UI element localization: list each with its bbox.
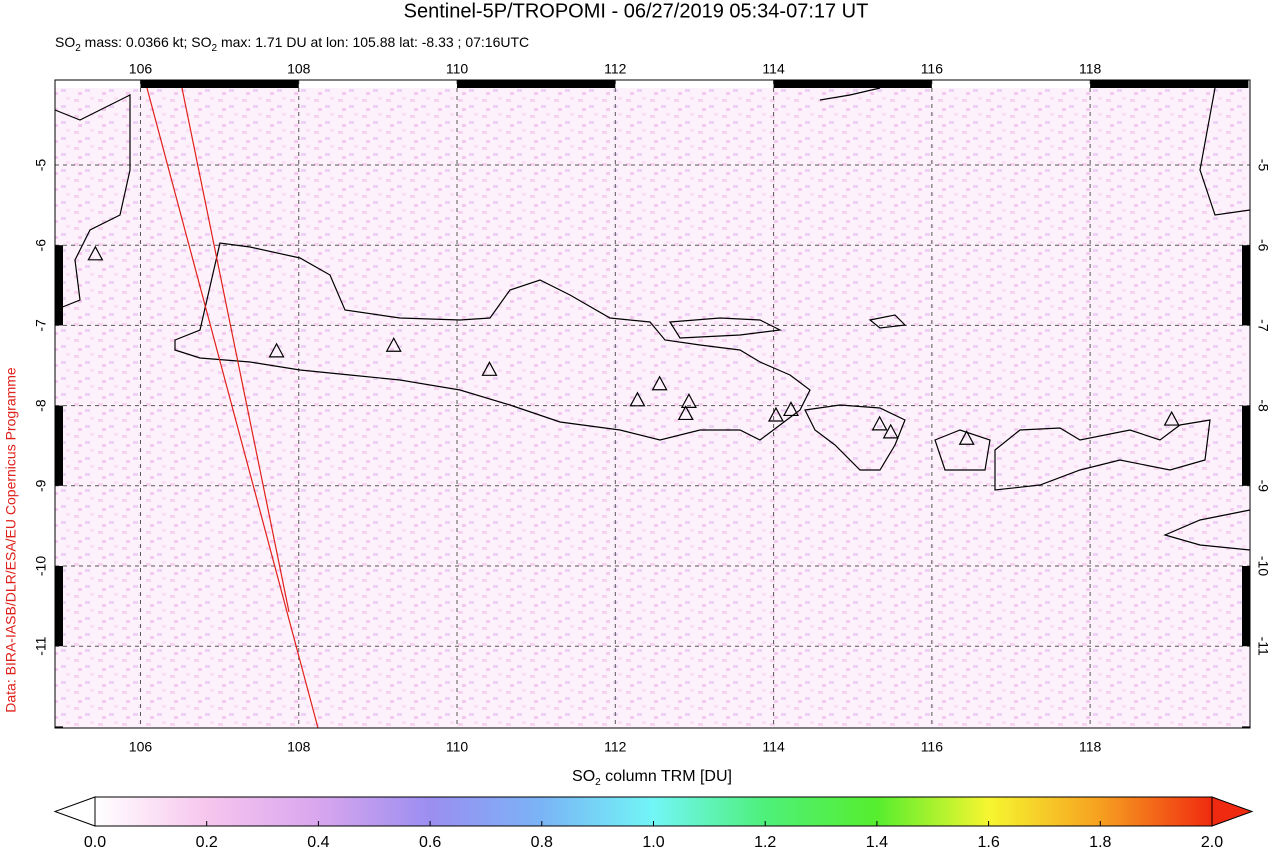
colorbar-tick-label: 0.8: [531, 834, 553, 851]
frame-band: [1242, 566, 1250, 647]
volcano: [782, 401, 799, 417]
volcano: [651, 375, 668, 391]
volcano: [882, 423, 899, 439]
y-tick-label: -10: [33, 556, 49, 576]
frame-band: [1090, 80, 1249, 88]
text-part: SO: [55, 34, 75, 50]
text-part: column TRM [DU]: [601, 768, 732, 785]
frame-band: [457, 80, 616, 88]
frame-band: [1242, 726, 1250, 728]
text-part: max: 1.71 DU at lon: 105.88 lat: -8.33 ;…: [217, 34, 529, 50]
x-tick-label: 106: [129, 739, 153, 755]
x-tick-label: 108: [287, 61, 311, 77]
y-tick-label: -6: [33, 239, 49, 252]
y-tick-label: -11: [1255, 637, 1271, 656]
x-tick-label: 114: [762, 61, 785, 77]
frame-band: [1242, 405, 1250, 486]
subscript: 2: [212, 43, 218, 54]
x-tick-label: 114: [762, 739, 785, 755]
x-tick-label: 116: [921, 61, 944, 77]
colorbar-tick-label: 2.0: [1201, 834, 1223, 851]
x-tick-label: 108: [287, 739, 311, 755]
volcano: [268, 342, 285, 358]
volcano: [481, 361, 498, 376]
volcano: [680, 393, 697, 408]
subscript: 2: [75, 43, 81, 54]
volcano: [385, 336, 402, 352]
x-tick-label: 110: [446, 739, 469, 755]
colorbar-tick-label: 1.0: [642, 834, 664, 851]
y-tick-label: -9: [1255, 480, 1271, 493]
colorbar-tick-label: 1.2: [754, 834, 776, 851]
colorbar-tick-label: 1.6: [977, 834, 999, 851]
colorbar-extend: [53, 796, 96, 827]
y-tick-label: -7: [33, 319, 49, 332]
frame-band: [1242, 245, 1250, 326]
colorbar-tick-label: 0.6: [419, 834, 441, 851]
volcano: [629, 391, 646, 407]
volcano: [871, 415, 888, 431]
y-tick-label: -9: [33, 479, 49, 492]
map-frame: [54, 79, 1251, 729]
y-tick-label: -5: [33, 159, 49, 172]
credit: Data: BIRA-IASB/DLR/ESA/EU Copernicus Pr…: [3, 367, 19, 713]
text-part: SO: [572, 768, 595, 785]
coastlines: [54, 87, 1251, 551]
colorbar-tick-label: 1.8: [1089, 834, 1111, 851]
volcano: [958, 430, 975, 445]
volcano: [1163, 410, 1180, 426]
x-tick-label: 110: [446, 61, 469, 77]
volcano: [767, 406, 784, 422]
colorbar-label: SO2 column TRM [DU]: [572, 768, 732, 788]
frame-band: [55, 405, 63, 486]
colorbar-tick-label: 0.0: [84, 834, 106, 851]
y-tick-label: -8: [1255, 399, 1271, 412]
frame-band: [55, 566, 63, 647]
text-part: mass: 0.0366 kt; SO: [81, 34, 212, 50]
x-tick-label: 118: [1079, 61, 1102, 77]
y-tick-label: -10: [1255, 556, 1271, 576]
subscript: 2: [595, 777, 601, 788]
chart-title: Sentinel-5P/TROPOMI - 06/27/2019 05:34-0…: [404, 0, 869, 22]
frame-band: [773, 80, 932, 88]
map-background: [55, 88, 1250, 728]
frame-band: [55, 726, 63, 728]
frame-band: [55, 245, 63, 326]
y-tick-label: -7: [1255, 319, 1271, 332]
colorbar-tick-label: 1.4: [866, 834, 888, 851]
orbit-edge: [146, 87, 319, 729]
frame-band: [140, 80, 299, 88]
y-tick-label: -5: [1255, 159, 1271, 172]
colorbar-tick-label: 0.4: [307, 834, 329, 851]
x-tick-label: 118: [1079, 739, 1102, 755]
x-tick-label: 112: [604, 61, 627, 77]
volcano: [677, 405, 694, 421]
y-tick-label: -11: [33, 636, 49, 655]
colorbar-extend: [1211, 796, 1254, 827]
y-tick-label: -8: [33, 399, 49, 412]
volcano: [87, 245, 104, 261]
y-tick-label: -6: [1255, 239, 1271, 252]
x-tick-label: 106: [129, 61, 153, 77]
subtitle: SO2 mass: 0.0366 kt; SO2 max: 1.71 DU at…: [55, 34, 529, 54]
x-tick-label: 116: [921, 739, 944, 755]
colorbar-tick-label: 0.2: [196, 834, 218, 851]
x-tick-label: 112: [604, 739, 627, 755]
